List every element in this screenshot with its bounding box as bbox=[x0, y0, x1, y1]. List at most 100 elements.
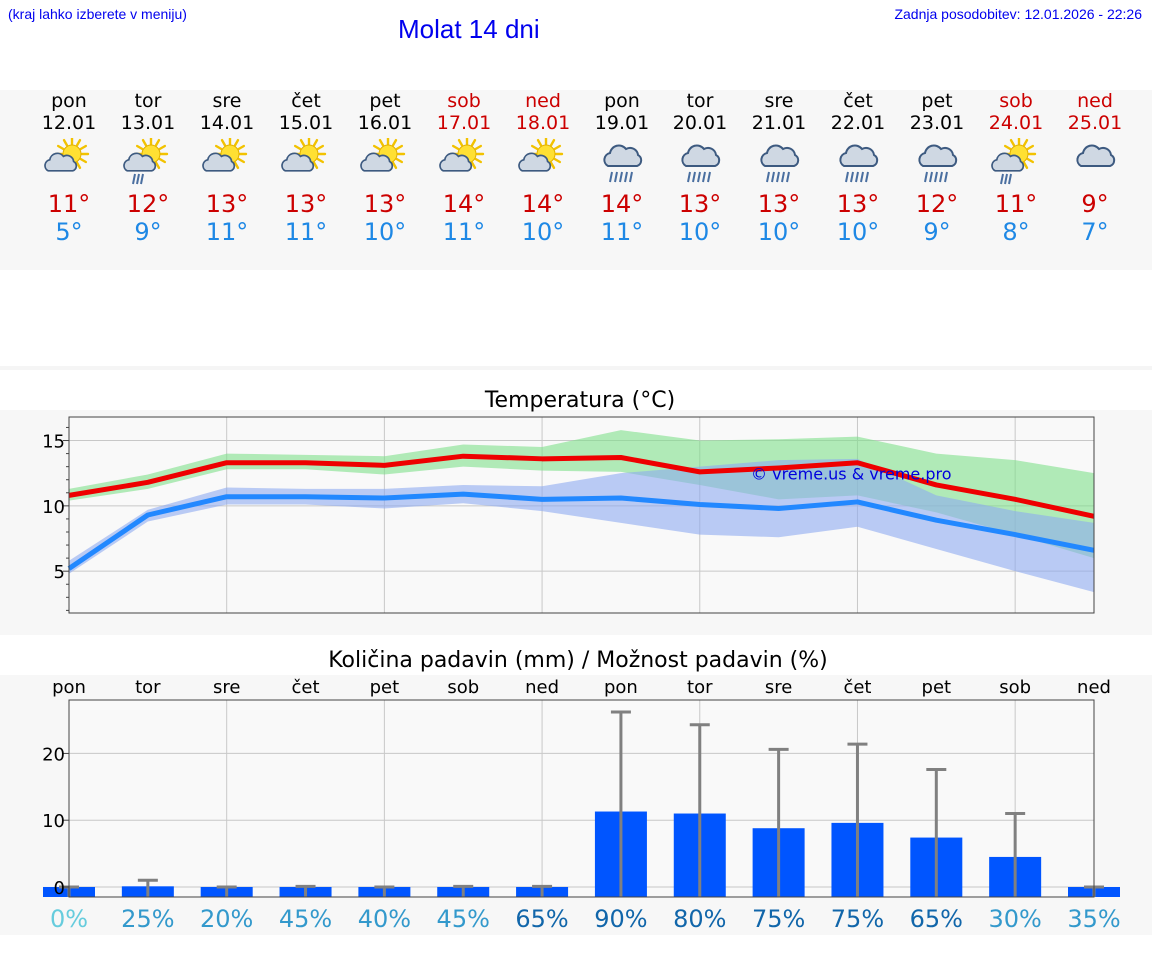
cloud-shape bbox=[918, 144, 958, 167]
day-column: sob 17.01 14° 11° bbox=[424, 90, 504, 246]
rain-icon bbox=[132, 173, 144, 185]
day-date: 17.01 bbox=[436, 112, 492, 134]
sun-ray bbox=[474, 144, 483, 151]
sun-ray bbox=[1026, 157, 1035, 164]
min-temp: 5° bbox=[55, 218, 83, 246]
cloud-icon bbox=[839, 144, 879, 167]
sun-cloud-rain-icon bbox=[991, 138, 1037, 185]
location-hint-link[interactable]: (kraj lahko izberete v meniju) bbox=[8, 6, 187, 22]
cloud-shape bbox=[681, 144, 721, 167]
sun-ray bbox=[299, 138, 306, 147]
rain-icon bbox=[845, 171, 869, 183]
cloud-icon bbox=[1076, 144, 1116, 167]
precipitation-chance-label: 75% bbox=[752, 905, 805, 933]
sun-ray bbox=[75, 161, 82, 170]
daily-forecast-strip: pon 12.01 11° 5° tor 13.01 12° 9° sre 14… bbox=[0, 90, 1152, 270]
day-name: pet bbox=[921, 90, 953, 112]
page-title: Molat 14 dni bbox=[398, 14, 540, 44]
rain-icon bbox=[1000, 173, 1012, 185]
sun-ray bbox=[79, 144, 88, 151]
cloud-rain-icon bbox=[603, 144, 643, 183]
temperature-chart-title: Temperatura (°C) bbox=[484, 388, 676, 413]
day-date: 18.01 bbox=[515, 112, 571, 134]
day-column: pon 12.01 11° 5° bbox=[29, 90, 109, 246]
cloud-shape bbox=[839, 144, 879, 167]
precipitation-chance-label: 30% bbox=[988, 905, 1041, 933]
cloud-icon bbox=[202, 152, 236, 172]
y-tick-label: 20 bbox=[42, 744, 65, 765]
rain-drop bbox=[865, 171, 869, 183]
max-temp: 12° bbox=[126, 190, 170, 218]
day-column: pon 19.01 14° 11° bbox=[582, 90, 662, 246]
precipitation-chance-label: 80% bbox=[673, 905, 726, 933]
day-axis-label: pon bbox=[52, 677, 86, 698]
cloud-rain-icon bbox=[918, 144, 958, 183]
max-temperature-line bbox=[68, 453, 1095, 519]
day-name: tor bbox=[134, 90, 162, 112]
sun-ray bbox=[391, 161, 398, 170]
cloud-shape bbox=[202, 152, 236, 172]
cloud-icon bbox=[44, 152, 78, 172]
day-column: sre 21.01 13° 10° bbox=[739, 90, 819, 246]
sun-ray bbox=[391, 138, 398, 147]
sun-cloud-icon bbox=[281, 138, 327, 172]
max-temp: 13° bbox=[836, 190, 880, 218]
max-temp: 9° bbox=[1081, 190, 1109, 218]
day-column: ned 25.01 9° 7° bbox=[1055, 90, 1135, 246]
sun-ray bbox=[237, 144, 246, 151]
section-divider bbox=[0, 366, 1152, 370]
min-temp: 11° bbox=[600, 218, 644, 246]
y-tick-label: 15 bbox=[42, 432, 65, 453]
rain-drop bbox=[614, 171, 618, 183]
precipitation-chance-label: 25% bbox=[121, 905, 174, 933]
sun-ray bbox=[451, 144, 460, 151]
cloud-icon bbox=[681, 144, 721, 167]
precipitation-chance-label: 90% bbox=[594, 905, 647, 933]
precipitation-chance-label: 45% bbox=[437, 905, 490, 933]
cloud-rain-icon bbox=[760, 144, 800, 183]
sun-cloud-icon bbox=[518, 138, 564, 172]
sun-ray bbox=[474, 157, 483, 164]
y-tick-label: 5 bbox=[54, 562, 65, 583]
day-name: čet bbox=[291, 90, 321, 112]
sun-ray bbox=[141, 138, 148, 147]
min-temp: 7° bbox=[1081, 218, 1109, 246]
day-axis-label: čet bbox=[292, 677, 320, 698]
day-name: sre bbox=[764, 90, 794, 112]
rain-drop bbox=[850, 171, 854, 183]
rain-drop bbox=[934, 171, 938, 183]
precipitation-chance-label: 0% bbox=[50, 905, 88, 933]
precipitation-chart-title: Količina padavin (mm) / Možnost padavin … bbox=[328, 648, 828, 673]
max-temp: 12° bbox=[915, 190, 959, 218]
day-column: ned 18.01 14° 10° bbox=[503, 90, 583, 246]
rain-icon bbox=[687, 171, 711, 183]
max-temp: 13° bbox=[205, 190, 249, 218]
day-date: 23.01 bbox=[909, 112, 965, 134]
sun-cloud-icon bbox=[44, 138, 90, 172]
day-axis-label: pon bbox=[604, 677, 638, 698]
sun-ray bbox=[154, 138, 161, 147]
rain-drop bbox=[629, 171, 633, 183]
max-temp: 13° bbox=[678, 190, 722, 218]
min-temp: 10° bbox=[521, 218, 565, 246]
rain-drop bbox=[619, 171, 623, 183]
sun-cloud-icon bbox=[360, 138, 406, 172]
rain-drop bbox=[702, 171, 706, 183]
sun-ray bbox=[549, 161, 556, 170]
temperature-chart: 5 10 15 © vreme.us & vreme.pro bbox=[42, 416, 1095, 614]
sun-ray bbox=[395, 144, 404, 151]
rain-drop bbox=[687, 171, 691, 183]
sun-ray bbox=[158, 157, 167, 164]
rain-icon bbox=[609, 171, 633, 183]
rain-drop bbox=[136, 173, 140, 185]
sun-cloud-icon bbox=[202, 138, 248, 172]
day-axis-label: sre bbox=[213, 677, 240, 698]
sun-ray bbox=[316, 144, 325, 151]
rain-drop bbox=[609, 171, 613, 183]
chart-watermark: © vreme.us & vreme.pro bbox=[751, 465, 952, 484]
day-name: ned bbox=[525, 90, 561, 112]
sun-ray bbox=[237, 157, 246, 164]
day-date: 25.01 bbox=[1067, 112, 1123, 134]
sun-ray bbox=[470, 138, 477, 147]
rain-drop bbox=[924, 171, 928, 183]
